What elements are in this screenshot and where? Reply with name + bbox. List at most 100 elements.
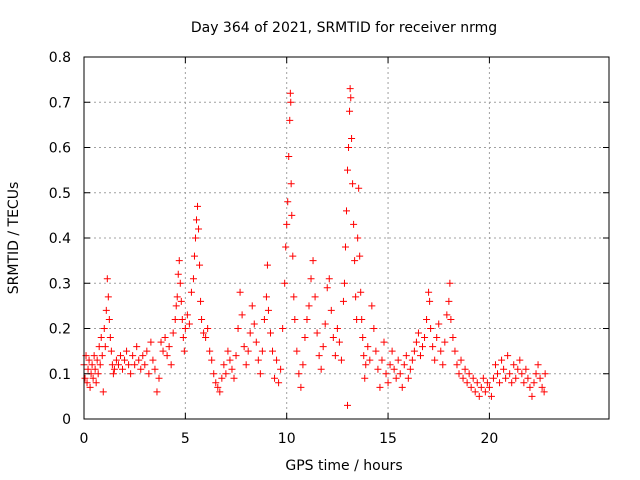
y-axis-label: SRMTID / TECUs <box>6 182 22 295</box>
data-point <box>109 370 117 378</box>
data-point <box>196 261 204 269</box>
data-point <box>349 180 357 188</box>
data-point <box>169 329 177 337</box>
data-point <box>530 379 538 387</box>
data-point <box>271 374 279 382</box>
data-point <box>216 388 224 396</box>
data-point <box>254 356 262 364</box>
data-point <box>108 361 116 369</box>
data-point <box>487 392 495 400</box>
data-point <box>340 279 348 287</box>
data-point <box>256 370 264 378</box>
data-point <box>131 361 139 369</box>
data-point <box>277 365 285 373</box>
data-point <box>463 379 471 387</box>
data-point <box>143 347 151 355</box>
data-point <box>359 334 367 342</box>
y-tick-label: 0 <box>62 412 71 428</box>
y-tick-label: 0.8 <box>49 50 71 66</box>
data-point <box>133 343 141 351</box>
data-point <box>398 383 406 391</box>
data-point <box>228 365 236 373</box>
data-point <box>350 220 358 228</box>
data-point <box>101 343 109 351</box>
data-point <box>181 325 189 332</box>
data-point <box>370 325 378 332</box>
data-point <box>423 315 431 323</box>
y-tick-label: 0.5 <box>49 186 71 202</box>
data-point <box>345 144 353 151</box>
data-point <box>376 383 384 391</box>
data-point <box>528 392 536 400</box>
data-point <box>471 388 479 396</box>
data-point <box>102 306 110 314</box>
data-point <box>412 338 420 346</box>
data-point <box>425 288 433 296</box>
data-point <box>191 234 199 242</box>
data-point <box>125 361 133 369</box>
data-point <box>193 216 200 224</box>
data-point <box>321 320 329 328</box>
data-point <box>351 257 359 265</box>
data-point <box>86 383 94 391</box>
data-point <box>110 365 118 373</box>
data-point <box>538 383 546 391</box>
data-point <box>90 352 98 360</box>
data-point <box>396 370 404 378</box>
data-point <box>208 356 216 364</box>
data-point <box>524 374 532 382</box>
data-point <box>84 365 92 373</box>
data-point <box>198 315 206 323</box>
data-point <box>435 320 443 328</box>
data-point <box>443 311 451 319</box>
data-point <box>88 361 96 369</box>
data-point <box>244 347 252 355</box>
data-point <box>291 315 299 323</box>
data-point <box>234 325 242 332</box>
data-point <box>187 288 195 296</box>
data-point <box>224 347 232 355</box>
data-point <box>139 352 147 360</box>
data-point <box>301 334 309 342</box>
data-point <box>273 356 281 364</box>
data-point <box>339 297 347 305</box>
data-point <box>520 379 528 387</box>
data-point <box>392 374 400 382</box>
data-point <box>200 329 208 337</box>
y-tick-labels: 0 0.1 0.2 0.3 0.4 0.5 0.6 0.7 0.8 <box>49 50 71 428</box>
data-point <box>526 383 534 391</box>
data-point <box>380 338 388 346</box>
data-point <box>341 243 349 251</box>
data-point <box>286 116 294 124</box>
data-point <box>204 325 212 332</box>
data-point <box>145 370 153 378</box>
data-point <box>269 347 277 355</box>
data-point <box>467 383 475 391</box>
data-point <box>408 356 416 364</box>
data-point <box>449 334 457 342</box>
data-point <box>426 297 434 305</box>
data-point <box>279 325 287 332</box>
data-point <box>394 356 402 364</box>
data-point <box>404 374 412 382</box>
data-point <box>174 270 182 278</box>
data-point <box>179 334 187 342</box>
data-point <box>104 293 112 301</box>
data-point <box>100 325 108 332</box>
data-point <box>289 252 297 260</box>
data-point <box>382 370 390 378</box>
data-point <box>214 383 222 391</box>
data-point <box>242 361 250 369</box>
data-point <box>390 365 398 373</box>
data-point <box>483 379 491 387</box>
data-point <box>374 365 382 373</box>
axis-ticks <box>83 56 609 420</box>
data-point <box>295 370 303 378</box>
data-point <box>331 352 339 360</box>
data-point <box>195 225 203 233</box>
data-point <box>83 379 91 387</box>
data-point <box>93 356 101 364</box>
data-point <box>317 365 325 373</box>
data-point <box>323 284 331 292</box>
data-point <box>500 365 508 373</box>
